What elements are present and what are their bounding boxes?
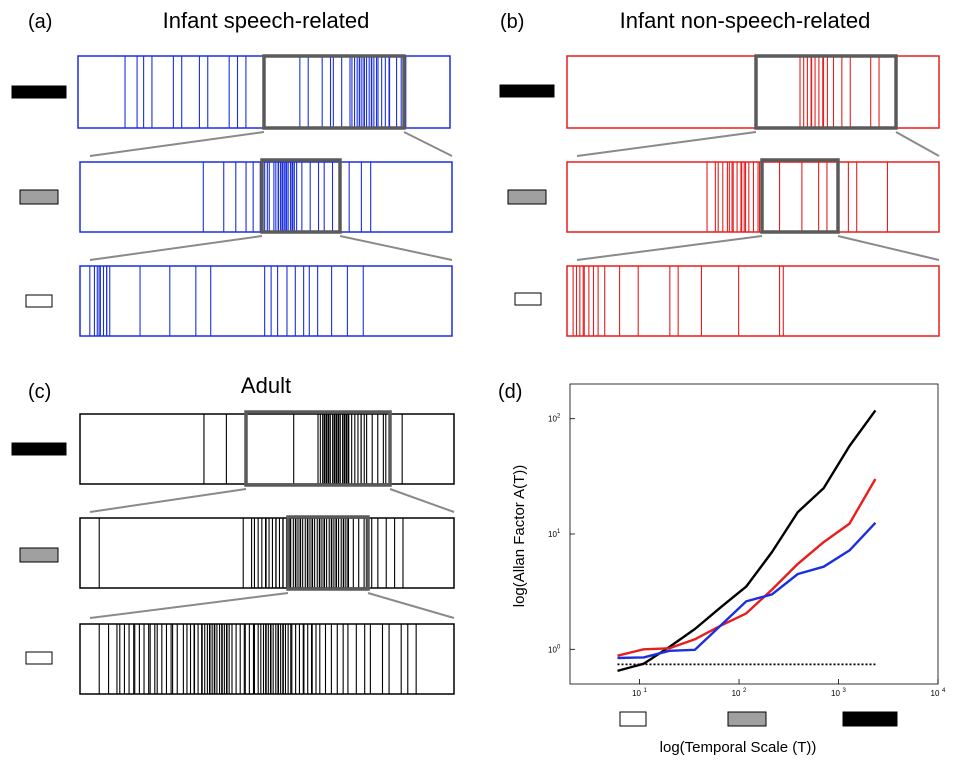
panel-b-timescale-icon bbox=[499, 84, 555, 98]
panel-b-zoom-connector bbox=[895, 131, 940, 157]
x-tick-exponent: 1 bbox=[644, 688, 648, 694]
x-tick-label: 10 bbox=[931, 689, 940, 698]
series-lines bbox=[617, 409, 877, 673]
x-axis-label: log(Temporal Scale (T)) bbox=[660, 739, 817, 756]
panel-a-title: Infant speech-related bbox=[163, 8, 370, 33]
panel-b-zoom-connector bbox=[576, 235, 763, 261]
panel-c-zoom-box bbox=[286, 515, 370, 591]
panel-a-zoom-box bbox=[262, 54, 406, 130]
series-line-1 bbox=[617, 478, 877, 657]
panel-b-zoom-connector bbox=[837, 235, 940, 261]
panel-b-raster-row bbox=[507, 158, 940, 261]
plot-frame bbox=[569, 383, 939, 685]
panel-c-raster-strip bbox=[79, 623, 455, 695]
panel-a-zoom-connector bbox=[403, 131, 453, 157]
panel-b-timescale-icon bbox=[514, 292, 542, 306]
y-tick-exponent: 2 bbox=[557, 414, 561, 420]
x-tick-exponent: 4 bbox=[942, 688, 946, 694]
panel-c-raster-row bbox=[25, 623, 455, 695]
panel-c-timescale-icon bbox=[25, 651, 53, 665]
panel-b-event-rasters bbox=[499, 54, 940, 337]
x-tick-exponent: 2 bbox=[743, 688, 747, 694]
panel-a-letter: (a) bbox=[28, 11, 52, 33]
panel-a-timescale-icon bbox=[19, 189, 59, 205]
panel-a-raster-row bbox=[25, 265, 453, 337]
scale-legend-swatch-short bbox=[619, 711, 647, 727]
series-line-0 bbox=[617, 409, 877, 673]
panel-c-event-rasters bbox=[11, 410, 455, 695]
x-tick-label: 10 bbox=[632, 689, 641, 698]
panel-b-zoom-connector bbox=[576, 131, 757, 157]
panel-b-zoom-box bbox=[754, 54, 898, 130]
panel-b-zoom-box bbox=[760, 158, 840, 234]
x-axis-ticks: 10 1 10 2 10 3 10 4 bbox=[632, 679, 946, 698]
y-tick-exponent: 0 bbox=[557, 644, 561, 650]
y-tick-label: 10 bbox=[548, 530, 557, 539]
x-tick-label: 10 bbox=[831, 689, 840, 698]
panel-a-raster-row bbox=[11, 54, 453, 157]
panel-c-zoom-connector bbox=[367, 592, 455, 619]
panel-b-timescale-icon bbox=[507, 189, 547, 205]
panel-b-raster-row bbox=[514, 265, 940, 337]
panel-a-zoom-connector bbox=[89, 131, 265, 157]
scale-legend-swatch-medium bbox=[727, 711, 767, 727]
panel-c-timescale-icon bbox=[19, 547, 59, 563]
panel-c-raster-strip bbox=[79, 517, 455, 589]
panel-a-raster-strip bbox=[79, 265, 453, 337]
panel-a-raster-row bbox=[19, 158, 453, 261]
panel-c-timescale-icon bbox=[11, 442, 67, 456]
panel-d-letter: (d) bbox=[498, 381, 522, 403]
scale-legend bbox=[619, 711, 898, 727]
panel-c-title: Adult bbox=[241, 373, 291, 398]
panel-c-zoom-box bbox=[244, 410, 392, 487]
panel-c-zoom-connector bbox=[389, 488, 455, 513]
panel-c-raster-row bbox=[19, 515, 455, 619]
x-tick-label: 10 bbox=[732, 689, 741, 698]
panel-c-zoom-connector bbox=[89, 488, 247, 513]
x-tick-exponent: 3 bbox=[843, 688, 847, 694]
panel-b-letter: (b) bbox=[500, 11, 524, 33]
scale-legend-swatch-long bbox=[842, 711, 898, 727]
panel-c-zoom-connector bbox=[89, 592, 289, 619]
panel-b-raster-strip bbox=[566, 55, 940, 129]
panel-b-title: Infant non-speech-related bbox=[620, 8, 871, 33]
y-axis-label: log(Allan Factor A(T)) bbox=[511, 465, 528, 608]
y-tick-label: 10 bbox=[548, 645, 557, 654]
panel-a-raster-strip bbox=[79, 161, 453, 233]
panel-a-timescale-icon bbox=[11, 85, 67, 99]
panel-b-raster-row bbox=[499, 54, 940, 157]
panel-c-raster-strip bbox=[79, 413, 455, 485]
y-tick-exponent: 1 bbox=[557, 529, 561, 535]
panel-a-event-rasters bbox=[11, 54, 453, 337]
y-tick-label: 10 bbox=[548, 415, 557, 424]
series-line-2 bbox=[617, 521, 877, 660]
panel-a-zoom-connector bbox=[89, 235, 263, 261]
panel-a-timescale-icon bbox=[25, 294, 53, 308]
panel-a-zoom-connector bbox=[339, 235, 453, 261]
panel-b-raster-strip bbox=[566, 265, 940, 337]
panel-c-letter: (c) bbox=[28, 381, 51, 403]
panel-c-raster-row bbox=[11, 410, 455, 513]
panel-a-zoom-box bbox=[260, 158, 342, 234]
